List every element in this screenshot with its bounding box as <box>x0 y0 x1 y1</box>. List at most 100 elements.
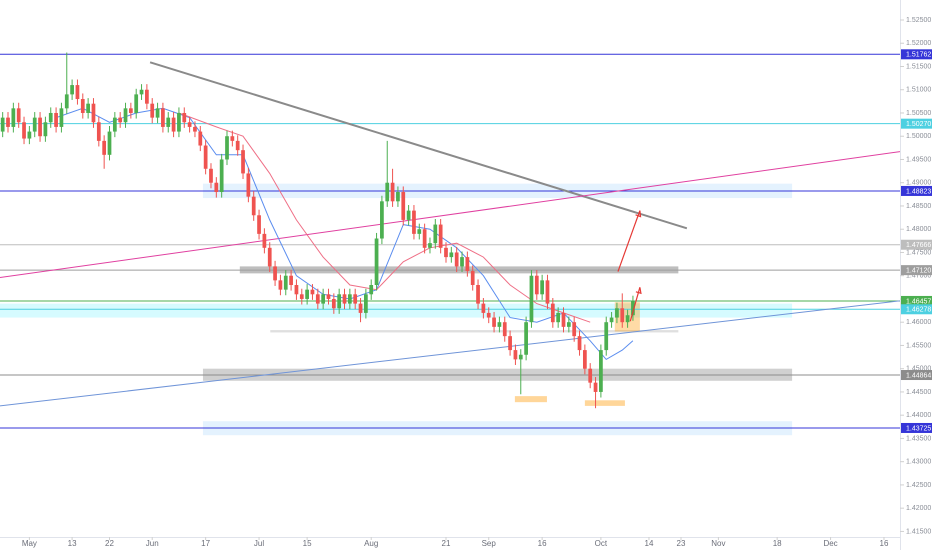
moving-average <box>178 112 591 323</box>
price-tag <box>901 265 932 276</box>
x-tick-label: May <box>22 539 37 548</box>
candle-body <box>251 196 256 216</box>
candle-body <box>161 108 165 127</box>
candle-body <box>497 322 502 327</box>
candle-body <box>358 303 363 313</box>
candle-body <box>139 89 144 95</box>
candle-body <box>278 280 283 290</box>
candle-body <box>187 122 192 127</box>
candle-body <box>369 285 374 295</box>
candle-body <box>214 182 219 193</box>
price-tag-label: 1.43725 <box>906 425 931 432</box>
zone <box>584 400 625 406</box>
price-tag <box>901 422 932 433</box>
candle-body <box>64 94 69 109</box>
candle-body <box>246 173 251 197</box>
candle-body <box>273 266 277 281</box>
price-tag-label: 1.44864 <box>906 372 931 379</box>
candle-body <box>380 201 384 239</box>
x-tick-label: 23 <box>677 539 686 548</box>
candle-body <box>112 117 117 132</box>
price-tag-label: 1.46457 <box>906 298 931 305</box>
candle-body <box>310 289 315 295</box>
y-tick-label: 1.50500 <box>906 110 931 117</box>
candle-body <box>566 322 571 327</box>
x-tick-label: 16 <box>538 539 547 548</box>
y-tick-label: 1.47000 <box>906 273 931 280</box>
candle-body <box>283 275 288 290</box>
candle-body <box>182 112 187 123</box>
arrow-head <box>635 287 642 295</box>
candle-body <box>556 312 561 323</box>
candle-body <box>102 140 107 155</box>
candle-body <box>48 112 53 123</box>
arrow-head <box>635 210 642 218</box>
candle-body <box>321 294 326 304</box>
y-tick-label: 1.45500 <box>906 342 931 349</box>
candle-body <box>96 122 101 141</box>
candle-body <box>390 182 395 202</box>
trendline <box>149 61 688 230</box>
candle-body <box>80 99 85 113</box>
candle-body <box>32 117 37 132</box>
x-tick-label: 21 <box>442 539 451 548</box>
candle-body <box>508 336 512 351</box>
candle-body <box>470 271 475 286</box>
candle-body <box>235 140 240 151</box>
y-tick-label: 1.42500 <box>906 482 931 489</box>
x-tick-label: Nov <box>711 539 725 548</box>
candle-body <box>0 117 5 132</box>
candle-body <box>438 224 443 248</box>
candle-body <box>193 126 197 132</box>
x-tick-label: Aug <box>364 539 378 548</box>
candle-body <box>230 136 235 141</box>
candle-body <box>315 294 320 304</box>
x-tick-label: 18 <box>773 539 782 548</box>
candle-body <box>353 294 358 304</box>
y-tick-label: 1.49500 <box>906 156 931 163</box>
y-tick-label: 1.52500 <box>906 17 931 24</box>
candle-body <box>401 192 406 220</box>
candle-body <box>342 294 347 304</box>
y-tick-label: 1.50000 <box>906 133 931 140</box>
candle-body <box>150 103 155 118</box>
x-tick-label: Jun <box>146 539 159 548</box>
price-tag <box>901 370 932 381</box>
candle-body <box>70 85 74 95</box>
price-tag <box>901 304 932 315</box>
candle-body <box>460 257 464 267</box>
candle-body <box>294 285 299 295</box>
candle-body <box>123 108 128 123</box>
x-tick-label: 22 <box>105 539 114 548</box>
y-tick-label: 1.43000 <box>906 459 931 466</box>
candle-body <box>6 117 10 127</box>
zone <box>0 303 793 318</box>
candle-body <box>615 308 619 318</box>
candle-body <box>128 108 133 113</box>
y-tick-label: 1.44000 <box>906 412 931 419</box>
candle-body <box>155 108 160 118</box>
candle-body <box>134 94 139 113</box>
candle-body <box>262 233 267 248</box>
candle-body <box>476 285 480 304</box>
price-tag <box>901 239 932 250</box>
candle-body <box>422 229 427 248</box>
candle-body <box>593 382 598 392</box>
candle-body <box>417 229 422 234</box>
candle-body <box>209 168 213 183</box>
candle-body <box>454 252 459 267</box>
candle-body <box>396 192 400 202</box>
candle-body <box>38 117 42 137</box>
candle-body <box>326 294 331 299</box>
candle-body <box>225 136 229 160</box>
candle-body <box>22 122 26 139</box>
price-tag-label: 1.51762 <box>906 52 931 59</box>
candle-body <box>428 243 432 248</box>
candle-body <box>502 322 507 337</box>
candle-body <box>364 294 368 313</box>
candle-body <box>203 145 208 169</box>
price-tag-label: 1.47120 <box>906 267 931 274</box>
x-tick-label: 14 <box>645 539 654 548</box>
